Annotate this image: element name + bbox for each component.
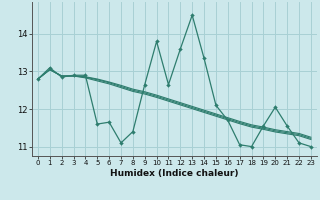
X-axis label: Humidex (Indice chaleur): Humidex (Indice chaleur) xyxy=(110,169,239,178)
